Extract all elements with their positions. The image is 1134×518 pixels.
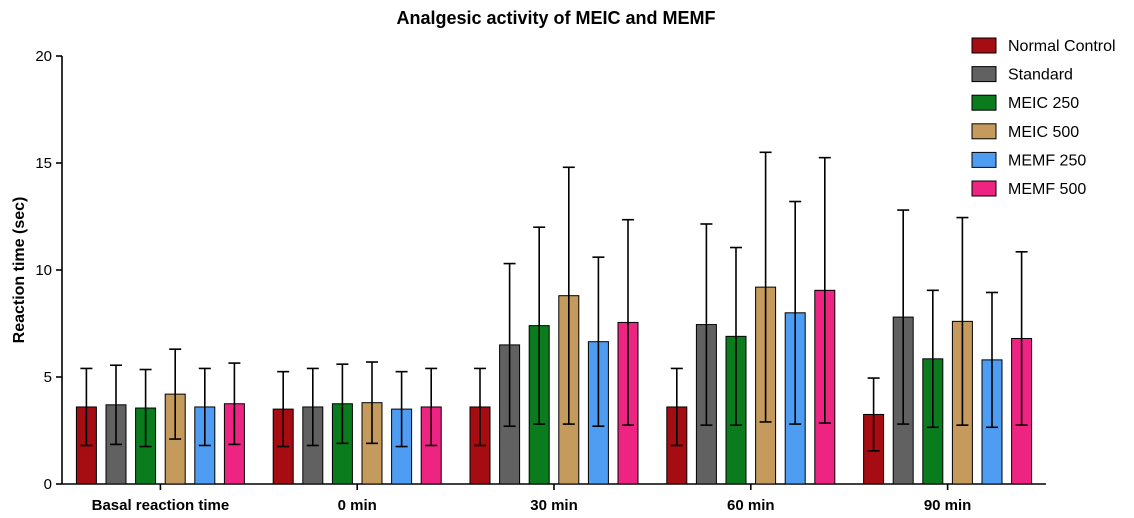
legend-swatch: [971, 180, 997, 197]
x-tick-label: 0 min: [338, 497, 377, 513]
legend-swatch: [971, 123, 997, 140]
chart-title: Analgesic activity of MEIC and MEMF: [396, 8, 715, 28]
legend-swatch: [971, 37, 997, 54]
legend-label: MEMF 250: [1008, 152, 1086, 169]
x-tick-label: 60 min: [727, 497, 775, 513]
legend-swatch: [971, 151, 997, 168]
x-tick-label: Basal reaction time: [92, 497, 230, 513]
y-tick-label: 10: [35, 262, 52, 279]
error-bars-group: [80, 151, 1028, 452]
legend-label: MEIC 500: [1008, 124, 1079, 141]
y-tick-label: 15: [35, 155, 52, 172]
legend-swatch: [971, 94, 997, 111]
legend: Normal Control Standard MEIC 250 MEIC 500 ME…: [971, 37, 1116, 198]
legend-label: MEIC 250: [1008, 95, 1079, 112]
y-tick-label: 5: [44, 369, 52, 386]
x-tick-label: 30 min: [530, 497, 578, 513]
y-axis-label: Reaction time (sec): [11, 197, 28, 344]
y-tick-label: 0: [44, 476, 52, 493]
legend-label: Standard: [1008, 67, 1073, 84]
y-tick-label: 20: [35, 48, 52, 65]
legend-label: MEMF 500: [1008, 181, 1086, 198]
bars-group: [75, 286, 1033, 485]
legend-swatch: [971, 66, 997, 83]
x-tick-label: 90 min: [924, 497, 972, 513]
legend-label: Normal Control: [1008, 38, 1116, 55]
